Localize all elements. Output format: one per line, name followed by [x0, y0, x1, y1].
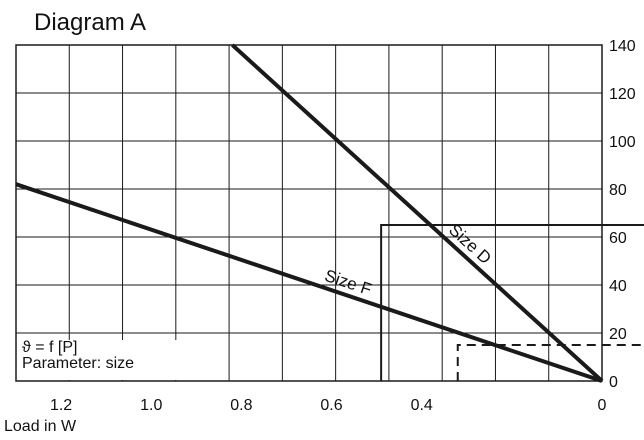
x-tick-label: 0.8 — [230, 397, 252, 414]
x-tick-label: 1.0 — [140, 397, 162, 414]
x-tick-label: 0.4 — [411, 397, 433, 414]
y-tick-label: 100 — [609, 134, 636, 151]
x-axis-label: Load in W — [4, 418, 77, 435]
y-tick-label: 140 — [609, 38, 636, 55]
formula-annotation: ϑ = f [P] — [22, 339, 77, 356]
y-tick-label: 60 — [609, 230, 627, 247]
plot-frame — [15, 44, 603, 382]
x-tick-label: 0 — [598, 397, 607, 414]
series-line — [231, 43, 604, 383]
y-tick-label: 40 — [609, 278, 627, 295]
annotation-box — [17, 340, 179, 380]
chart-title: Diagram A — [34, 9, 146, 36]
y-tick-label: 80 — [609, 182, 627, 199]
reference-line-dashed — [456, 344, 644, 381]
reference-line-solid — [380, 224, 644, 381]
reference-lines — [380, 224, 644, 381]
x-tick-label: 0.6 — [320, 397, 342, 414]
grid — [16, 45, 602, 381]
y-tick-label: 20 — [609, 326, 627, 343]
parameter-annotation: Parameter: size — [22, 355, 134, 372]
y-tick-label: 0 — [609, 374, 618, 391]
tick-labels: 0 20 40 60 80 100 120 140 1.2 1.0 0.8 0.6 0.4 0 — [50, 38, 636, 414]
x-tick-label: 1.2 — [50, 397, 72, 414]
y-tick-label: 120 — [609, 86, 636, 103]
series-line — [15, 182, 603, 383]
